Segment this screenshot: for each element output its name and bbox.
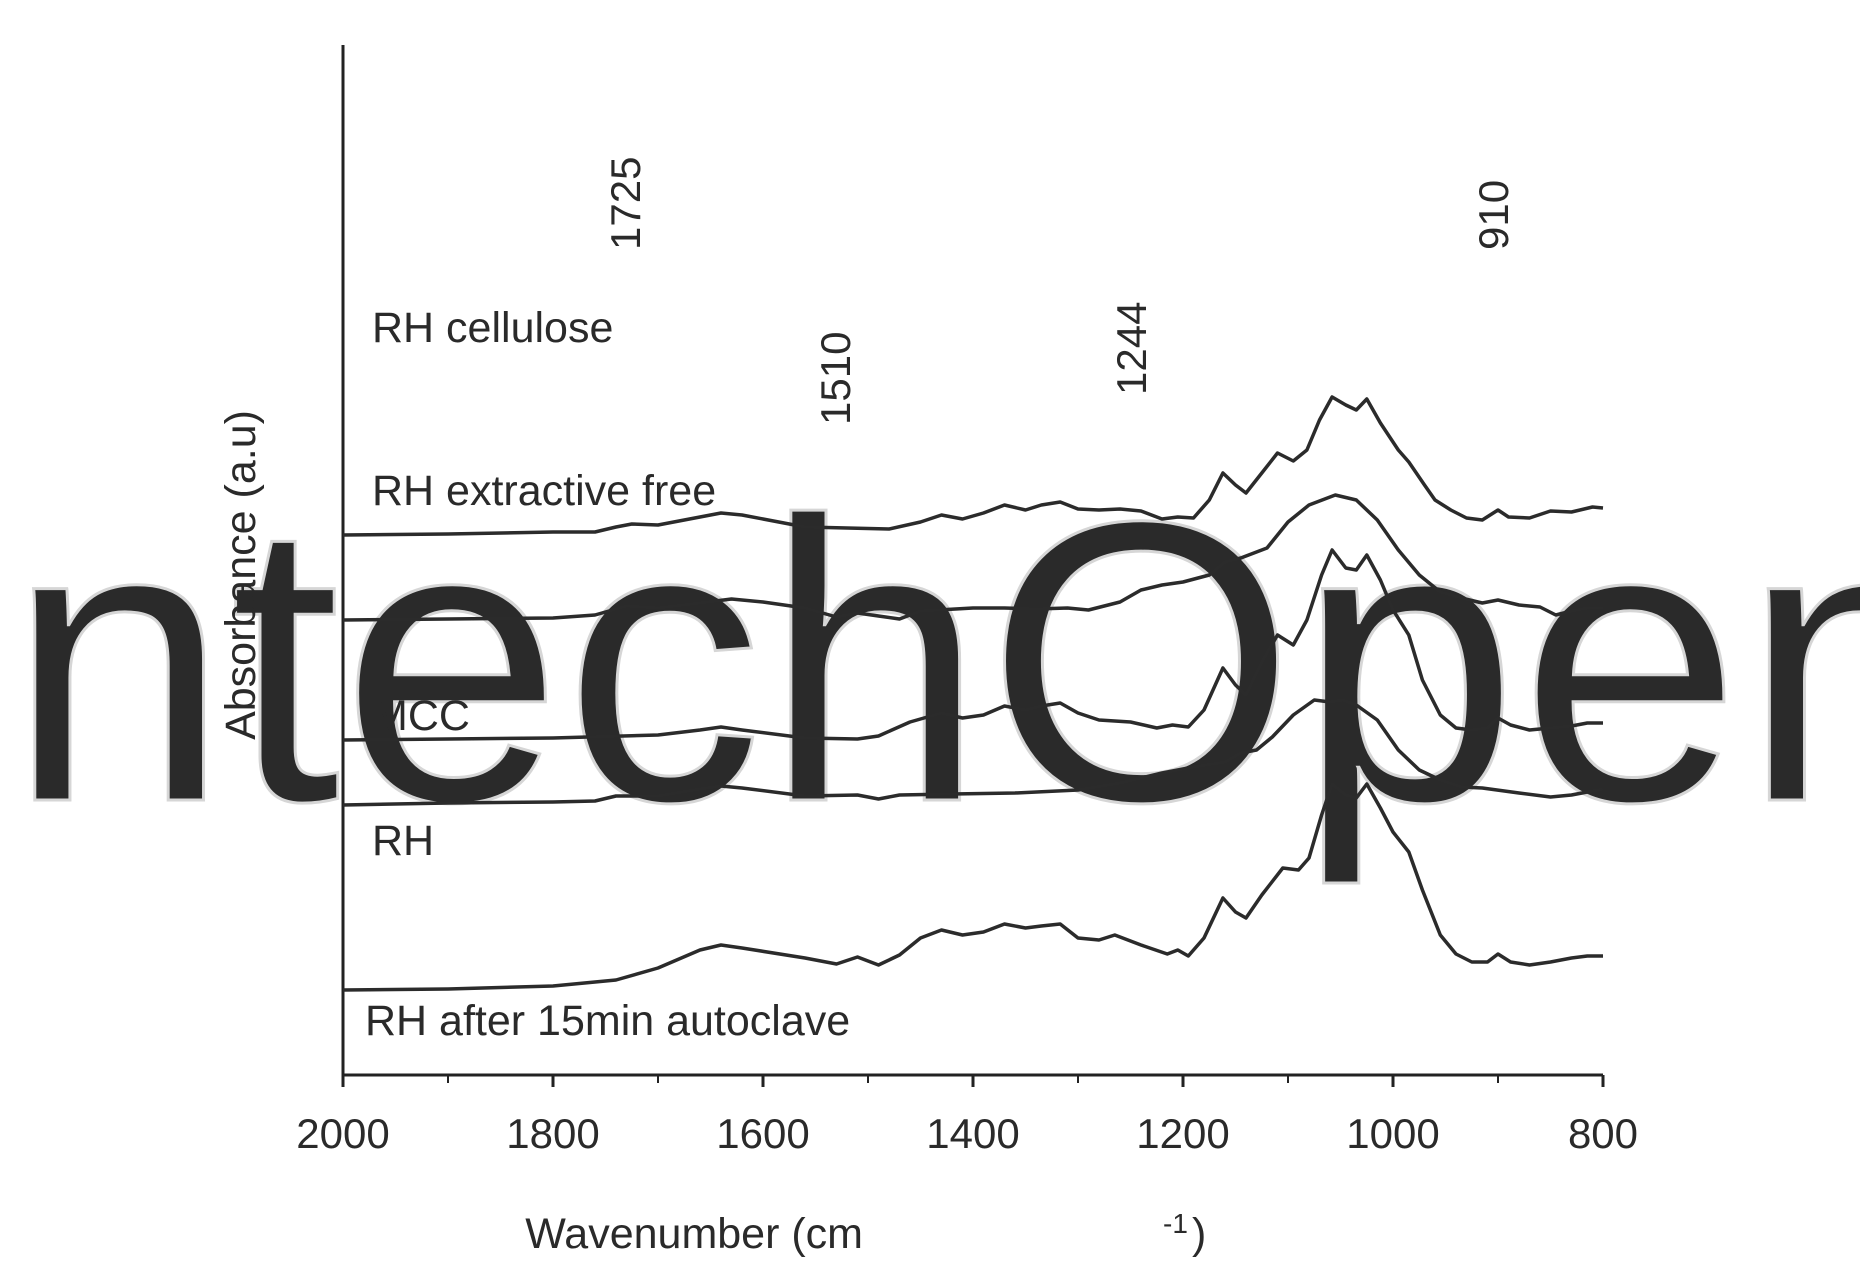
x-tick-label: 1000 xyxy=(1346,1110,1439,1157)
x-tick-label: 1200 xyxy=(1136,1110,1229,1157)
x-tick-group: 2000 1800 1600 1400 1200 1000 800 xyxy=(296,1075,1638,1157)
series-label-group: RH cellulose RH extractive free MCC RH RH af… xyxy=(365,304,850,1045)
series-line-rh-extractive-free xyxy=(342,493,1603,622)
peak-annotation-910: 910 xyxy=(1470,180,1517,250)
peak-annotation-1244: 1244 xyxy=(1108,302,1155,395)
x-tick-label: 2000 xyxy=(296,1110,389,1157)
x-axis-label-close: ) xyxy=(1192,1210,1206,1258)
series-label-rh: RH xyxy=(372,817,434,865)
series-line-mcc xyxy=(342,548,1603,742)
y-axis-label: Absorbance (a.u) xyxy=(217,410,265,740)
x-tick-label: 800 xyxy=(1568,1110,1638,1157)
series-line-rh xyxy=(342,698,1604,807)
series-label-rh-after-15min-autoclave: RH after 15min autoclave xyxy=(365,997,850,1045)
peak-annotation-group: 1725 910 1510 1244 xyxy=(602,157,1517,425)
x-axis-label-superscript: -1 xyxy=(1163,1208,1188,1239)
series-label-mcc: MCC xyxy=(372,692,470,740)
series-line-rh-cellulose xyxy=(342,395,1604,537)
series-line-rh-after-15min-autoclave xyxy=(342,782,1603,992)
x-tick-label: 1400 xyxy=(926,1110,1019,1157)
x-tick-label: 1800 xyxy=(506,1110,599,1157)
watermark-logo-text: IntechOpen xyxy=(0,438,1860,888)
peak-annotation-1725: 1725 xyxy=(602,157,649,250)
x-tick-label: 1600 xyxy=(716,1110,809,1157)
series-label-rh-cellulose: RH cellulose xyxy=(372,304,613,352)
x-axis-label: Wavenumber (cm xyxy=(525,1210,863,1258)
series-label-rh-extractive-free: RH extractive free xyxy=(372,467,716,515)
spectra-series-group xyxy=(342,395,1604,992)
peak-annotation-1510: 1510 xyxy=(812,332,859,425)
